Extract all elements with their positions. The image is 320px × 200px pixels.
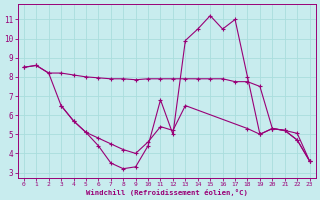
X-axis label: Windchill (Refroidissement éolien,°C): Windchill (Refroidissement éolien,°C) xyxy=(86,189,248,196)
